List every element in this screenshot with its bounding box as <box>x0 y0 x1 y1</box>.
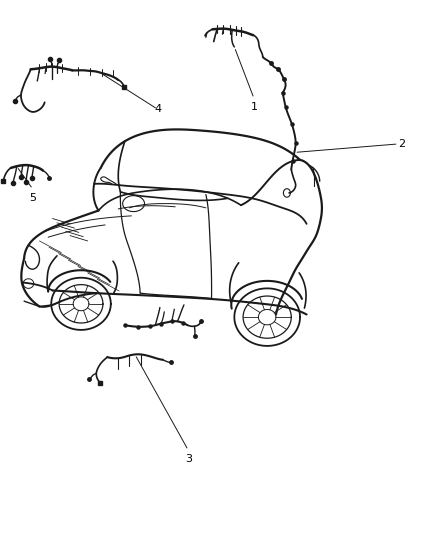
Text: 2: 2 <box>399 139 406 149</box>
Text: 4: 4 <box>154 104 161 114</box>
Text: 1: 1 <box>251 102 258 112</box>
Text: 5: 5 <box>29 193 36 203</box>
Text: 3: 3 <box>185 454 192 464</box>
